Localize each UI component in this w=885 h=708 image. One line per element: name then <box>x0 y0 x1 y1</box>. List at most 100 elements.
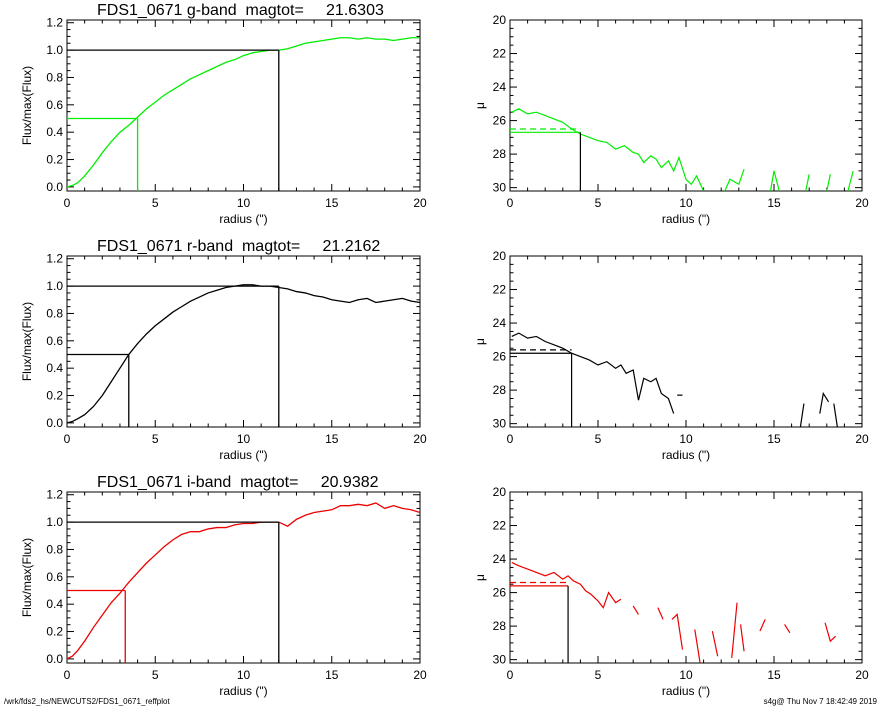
y-tick-label: 1.0 <box>46 279 63 293</box>
growth-curve-line <box>67 502 420 660</box>
plot-frame <box>66 255 421 428</box>
y-tick-label: 30 <box>493 417 507 431</box>
x-tick-label: 0 <box>507 668 514 682</box>
x-tick-label: 5 <box>595 196 602 210</box>
y-tick-label: 0.8 <box>46 306 63 320</box>
plot-area <box>67 37 420 191</box>
x-tick-label: 10 <box>679 668 693 682</box>
panel-title: FDS1_0671 r-band magtot= 21.2162 <box>97 238 380 255</box>
y-tick-label: 0.2 <box>46 389 63 403</box>
x-tick-label: 0 <box>64 668 71 682</box>
x-axis-label: radius (") <box>662 212 710 226</box>
sb-profile-segment <box>824 622 837 643</box>
y-tick-label: 28 <box>493 383 507 397</box>
y-axis-label: μ <box>473 102 487 109</box>
x-tick-label: 10 <box>679 432 693 446</box>
y-tick-label: 20 <box>493 485 507 499</box>
y-tick-label: 24 <box>493 80 507 94</box>
panel-title: FDS1_0671 g-band magtot= 21.6303 <box>97 2 384 19</box>
y-axis-label: Flux/max(Flux) <box>20 302 34 381</box>
footer-timestamp: s4g@ Thu Nov 7 18:42:49 2019 <box>763 697 877 706</box>
sb-profile-segment <box>671 613 684 650</box>
x-axis-label: radius (") <box>219 684 267 698</box>
y-tick-label: 24 <box>493 552 507 566</box>
y-tick-label: 0.6 <box>46 570 63 584</box>
y-tick-label: 28 <box>493 619 507 633</box>
y-tick-label: 30 <box>493 181 507 195</box>
sb-profile-segment <box>694 629 701 663</box>
x-tick-label: 10 <box>237 196 251 210</box>
x-tick-label: 20 <box>855 668 869 682</box>
y-tick-label: 1.2 <box>46 16 63 30</box>
sb-profile-segment <box>769 170 780 191</box>
panel-i-growth-curve: 0 5 10 15 20 0.0 0.2 0.4 0.6 0.8 1.0 1.2 radius (") F… <box>20 474 427 698</box>
x-axis-label: radius (") <box>662 448 710 462</box>
x-axis-label: radius (") <box>662 684 710 698</box>
panel-i-sb-profile: 0 5 10 15 20 20 22 24 26 28 30 radius (") μ <box>473 485 869 698</box>
plot-frame <box>509 255 863 428</box>
panel-title: FDS1_0671 i-band magtot= 20.9382 <box>97 474 379 491</box>
y-tick-label: 0.8 <box>46 542 63 556</box>
sb-profile-segment <box>826 174 831 191</box>
x-tick-label: 10 <box>237 432 251 446</box>
x-tick-label: 5 <box>152 668 159 682</box>
y-axis-label: Flux/max(Flux) <box>20 66 34 145</box>
sb-profile-segment <box>731 602 738 659</box>
sb-profile-segment <box>632 605 639 615</box>
growth-curve-line <box>67 284 420 424</box>
x-tick-label: 20 <box>413 196 427 210</box>
x-tick-label: 0 <box>507 196 514 210</box>
y-axis-label: Flux/max(Flux) <box>20 538 34 617</box>
plot-frame <box>509 491 863 664</box>
plot-area <box>67 502 420 663</box>
x-tick-label: 0 <box>64 432 71 446</box>
plot-area <box>510 332 838 427</box>
growth-curve-line <box>67 37 420 188</box>
panel-g-sb-profile: 0 5 10 15 20 20 22 24 26 28 30 radius (") μ <box>473 13 869 226</box>
y-tick-label: 0.0 <box>46 652 63 666</box>
x-tick-label: 15 <box>767 432 781 446</box>
x-tick-label: 10 <box>237 668 251 682</box>
y-tick-label: 26 <box>493 350 507 364</box>
sb-profile-segment <box>711 631 719 657</box>
y-tick-label: 1.0 <box>46 515 63 529</box>
y-tick-label: 24 <box>493 316 507 330</box>
sb-profile-segment <box>784 624 791 634</box>
y-axis-label: μ <box>473 574 487 581</box>
plot-area <box>510 108 854 191</box>
x-tick-label: 15 <box>325 432 339 446</box>
x-tick-label: 20 <box>413 432 427 446</box>
x-axis-label: radius (") <box>219 212 267 226</box>
y-tick-label: 0.4 <box>46 597 63 611</box>
y-tick-label: 0.8 <box>46 70 63 84</box>
panel-g-growth-curve: 0 5 10 15 20 0.0 0.2 0.4 0.6 0.8 1.0 1.2 radius (") F… <box>20 2 427 226</box>
y-tick-label: 1.2 <box>46 252 63 266</box>
sb-profile-segment <box>847 170 854 191</box>
x-tick-label: 15 <box>325 196 339 210</box>
sb-profile-segment <box>511 108 705 191</box>
x-tick-label: 15 <box>767 196 781 210</box>
x-tick-label: 15 <box>325 668 339 682</box>
y-tick-label: 0.2 <box>46 153 63 167</box>
x-tick-label: 20 <box>855 196 869 210</box>
x-tick-label: 20 <box>855 432 869 446</box>
y-tick-label: 20 <box>493 13 507 27</box>
y-tick-label: 0.4 <box>46 125 63 139</box>
sb-profile-segment <box>739 624 745 652</box>
y-tick-label: 28 <box>493 147 507 161</box>
footer-path: /wrk/fds2_hs/NEWCUTS2/FDS1_0671_reffplot <box>4 697 170 706</box>
sb-profile-segment <box>511 332 675 414</box>
y-tick-label: 30 <box>493 653 507 667</box>
panel-r-sb-profile: 0 5 10 15 20 20 22 24 26 28 30 radius (") μ <box>473 249 869 462</box>
plot-frame <box>509 19 863 192</box>
plot-frame <box>66 491 421 664</box>
y-tick-label: 0.6 <box>46 98 63 112</box>
y-axis-label: μ <box>473 338 487 345</box>
y-tick-label: 22 <box>493 283 507 297</box>
x-axis-label: radius (") <box>219 448 267 462</box>
y-tick-label: 0.0 <box>46 180 63 194</box>
sb-profile-segment <box>724 169 745 191</box>
x-tick-label: 5 <box>152 196 159 210</box>
plot-frame <box>66 19 421 192</box>
